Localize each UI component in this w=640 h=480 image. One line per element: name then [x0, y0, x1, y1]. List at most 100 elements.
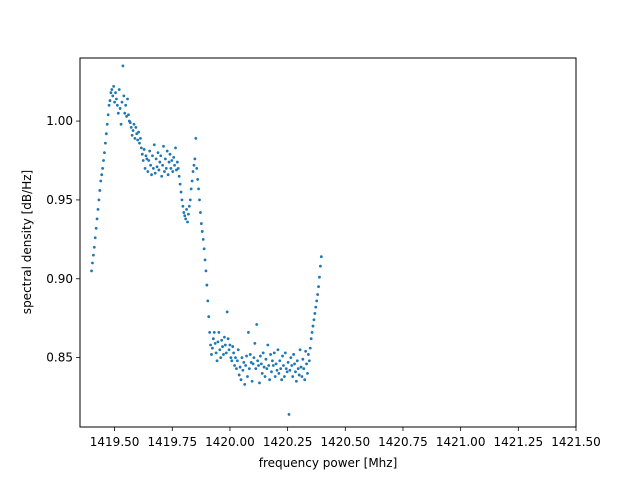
x-axis-label: frequency power [Mhz] — [259, 456, 398, 470]
data-point — [278, 359, 282, 363]
data-point — [129, 125, 133, 129]
data-point — [306, 353, 310, 356]
data-point — [235, 359, 239, 363]
y-axis-ticks: 0.85 0.90 0.95 1.00 — [46, 114, 80, 365]
data-point — [120, 100, 124, 104]
data-point — [263, 375, 267, 378]
data-point — [133, 137, 137, 140]
plot-frame — [79, 57, 577, 428]
data-point — [271, 359, 274, 363]
x-tick-label: 1421.25 — [494, 435, 544, 449]
data-point — [294, 370, 297, 374]
data-point — [114, 91, 117, 95]
data-point — [254, 367, 258, 371]
data-point — [190, 179, 194, 183]
data-point — [319, 255, 323, 259]
data-point — [234, 356, 237, 360]
data-point — [109, 91, 113, 95]
data-point — [196, 178, 200, 181]
data-point — [126, 97, 129, 101]
data-point — [215, 359, 219, 363]
data-point — [214, 351, 218, 355]
data-point — [313, 312, 317, 315]
data-point — [151, 166, 155, 170]
data-point — [90, 269, 93, 273]
data-point — [91, 261, 94, 265]
data-point — [223, 343, 227, 347]
data-point — [247, 330, 250, 334]
data-point — [295, 359, 299, 363]
data-point — [281, 354, 284, 358]
data-point — [194, 137, 198, 140]
data-point — [127, 113, 130, 117]
data-point — [117, 88, 121, 91]
data-point — [188, 198, 192, 202]
y-tick-label: 0.95 — [46, 193, 73, 207]
data-point — [156, 151, 160, 155]
data-point — [211, 337, 215, 341]
data-point — [167, 160, 171, 164]
data-point — [211, 346, 214, 350]
data-point — [258, 381, 261, 385]
data-point — [233, 364, 236, 367]
data-point — [143, 166, 147, 170]
data-point — [248, 353, 252, 356]
data-point — [155, 165, 159, 169]
data-point — [221, 345, 224, 348]
data-point — [280, 378, 284, 382]
data-point — [206, 299, 210, 303]
data-point — [230, 359, 234, 363]
data-point — [112, 84, 116, 88]
data-point — [96, 207, 100, 211]
data-point — [242, 360, 246, 364]
data-point — [273, 375, 277, 378]
data-point — [231, 345, 235, 348]
data-point — [219, 356, 223, 360]
data-point — [174, 146, 177, 150]
data-point — [271, 364, 275, 367]
data-point — [179, 190, 183, 194]
data-point — [209, 343, 212, 347]
data-point — [173, 163, 176, 167]
data-point — [238, 365, 242, 369]
data-point — [269, 353, 272, 356]
data-point — [217, 330, 221, 334]
x-tick-label: 1420.00 — [205, 435, 255, 449]
data-point — [294, 379, 298, 383]
data-point — [121, 64, 125, 68]
x-tick-label: 1421.00 — [436, 435, 486, 449]
data-point — [103, 151, 106, 155]
data-point — [134, 125, 138, 129]
data-point — [157, 168, 161, 172]
data-point — [171, 170, 175, 173]
data-point — [145, 157, 149, 161]
data-point — [172, 155, 176, 159]
data-point — [259, 362, 263, 366]
data-point — [149, 163, 152, 167]
data-point — [235, 367, 238, 371]
x-tick-label: 1419.75 — [147, 435, 197, 449]
data-point — [202, 247, 206, 251]
data-point — [315, 299, 319, 303]
x-tick-label: 1419.50 — [90, 435, 140, 449]
data-point — [290, 364, 294, 367]
data-point — [283, 351, 287, 355]
data-point — [311, 324, 315, 328]
data-point — [318, 264, 322, 268]
data-point — [137, 130, 141, 134]
data-point — [144, 154, 148, 158]
data-point — [286, 360, 290, 364]
data-point — [130, 133, 134, 137]
data-point — [104, 132, 108, 136]
data-point — [118, 107, 122, 110]
data-point — [123, 111, 127, 115]
data-point — [132, 122, 136, 126]
data-point — [298, 348, 302, 352]
data-point — [115, 103, 119, 107]
data-point — [148, 149, 152, 153]
data-point — [240, 356, 244, 360]
data-point — [245, 354, 248, 358]
data-point — [159, 154, 163, 158]
data-point — [94, 226, 98, 230]
data-point — [93, 236, 97, 240]
